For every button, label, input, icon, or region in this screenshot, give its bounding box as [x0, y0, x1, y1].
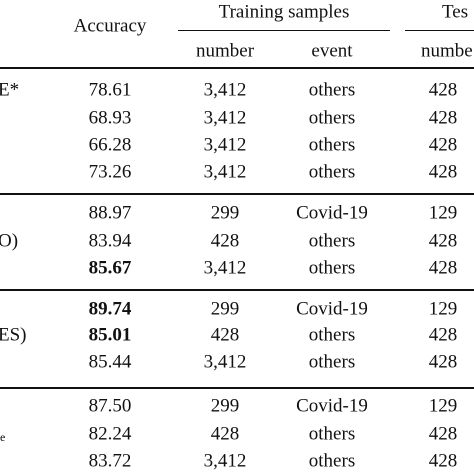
- group-label: E*: [0, 79, 20, 101]
- cell: 3,412: [203, 450, 247, 472]
- group-label: ES): [0, 324, 27, 346]
- rule: [0, 387, 474, 389]
- header-training: Training samples: [218, 1, 350, 23]
- header-accuracy: Accuracy: [73, 15, 147, 37]
- cell: others: [308, 423, 356, 445]
- cell: 89.74: [88, 298, 132, 320]
- cell: 85.01: [88, 324, 132, 346]
- cell: 428: [428, 423, 458, 445]
- group-label: e: [0, 430, 6, 444]
- cell: others: [308, 79, 356, 101]
- rule: [405, 30, 474, 31]
- cell: 428: [428, 257, 458, 279]
- rule: [178, 30, 390, 31]
- subheader: numbe: [421, 40, 473, 62]
- cell: others: [308, 450, 356, 472]
- cell: others: [308, 230, 356, 252]
- cell: 85.44: [88, 351, 132, 373]
- header-test: Tes: [442, 1, 469, 23]
- cell: others: [308, 257, 356, 279]
- cell: Covid-19: [296, 395, 368, 417]
- cell: 83.72: [88, 450, 132, 472]
- cell: 3,412: [203, 257, 247, 279]
- cell: 78.61: [88, 79, 132, 101]
- cell: others: [308, 351, 356, 373]
- cell: 428: [428, 161, 458, 183]
- cell: 87.50: [88, 395, 132, 417]
- cell: 428: [428, 351, 458, 373]
- group-label: O): [0, 230, 19, 252]
- cell: 428: [428, 230, 458, 252]
- cell: others: [308, 134, 356, 156]
- cell: 428: [428, 79, 458, 101]
- cell: others: [308, 107, 356, 129]
- cell: others: [308, 161, 356, 183]
- cell: 299: [210, 395, 240, 417]
- cell: 428: [428, 107, 458, 129]
- cell: 299: [210, 202, 240, 224]
- cell: Covid-19: [296, 298, 368, 320]
- rule: [0, 289, 474, 291]
- cell: 3,412: [203, 79, 247, 101]
- cell: 85.67: [88, 257, 132, 279]
- cell: 428: [210, 324, 240, 346]
- cell: 428: [210, 230, 240, 252]
- cell: 68.93: [88, 107, 132, 129]
- cell: 428: [210, 423, 240, 445]
- cell: 428: [428, 134, 458, 156]
- cell: 3,412: [203, 351, 247, 373]
- cell: 299: [210, 298, 240, 320]
- cell: 83.94: [88, 230, 132, 252]
- cell: 129: [428, 395, 458, 417]
- cell: others: [308, 324, 356, 346]
- cell: 428: [428, 324, 458, 346]
- cell: 82.24: [88, 423, 132, 445]
- cell: 73.26: [88, 161, 132, 183]
- cell: 428: [428, 450, 458, 472]
- cell: 66.28: [88, 134, 132, 156]
- subheader: event: [311, 40, 353, 62]
- subheader: number: [195, 40, 255, 62]
- rule: [0, 67, 474, 69]
- cell: 3,412: [203, 134, 247, 156]
- cell: 129: [428, 202, 458, 224]
- cell: 3,412: [203, 161, 247, 183]
- cell: 129: [428, 298, 458, 320]
- cell: 3,412: [203, 107, 247, 129]
- cell: Covid-19: [296, 202, 368, 224]
- cell: 88.97: [88, 202, 132, 224]
- rule: [0, 193, 474, 195]
